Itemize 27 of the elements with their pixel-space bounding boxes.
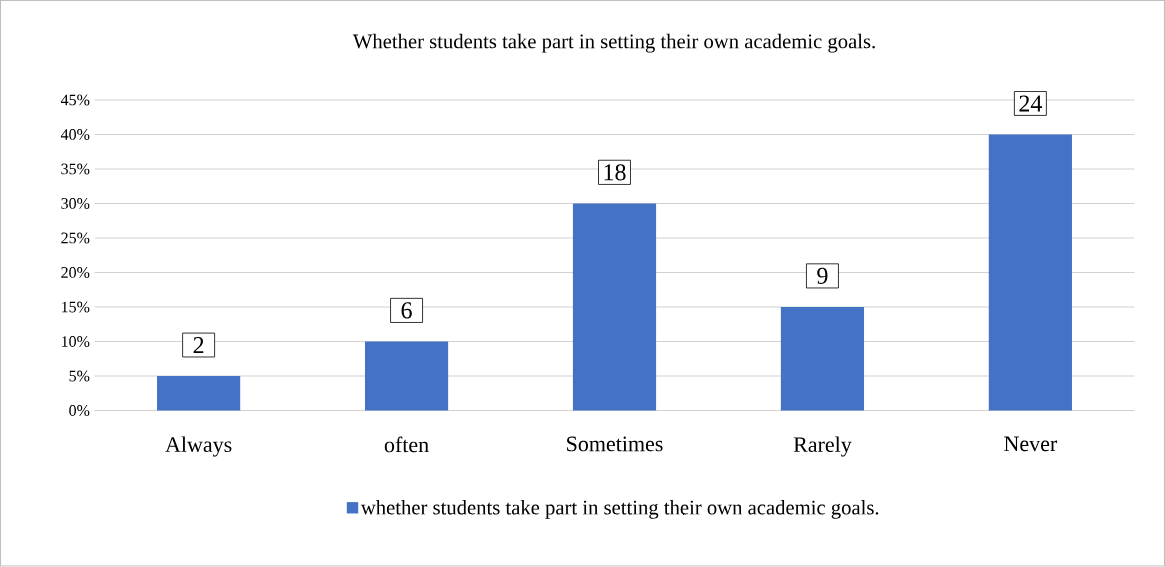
x-tick-label: Rarely [793,436,852,457]
annotation: 9 [817,268,828,285]
bar [572,203,657,411]
y-tick-label: 40% [60,129,90,141]
y-tick-label: 35% [61,163,90,175]
y-tick-label: 45% [60,94,90,106]
annotation: 18 [604,164,626,181]
x-tick-label: Never [1004,436,1058,452]
x-tick-label: Always [165,436,232,457]
bar [364,341,449,411]
y-tick-label: 0% [69,405,90,417]
annotation: 24 [1019,95,1043,112]
bar [988,134,1072,411]
y-tick-label: 30% [61,198,90,210]
x-tick-label: Sometimes [567,436,663,452]
y-tick-label: 10% [62,336,90,348]
y-tick-label: 20% [61,267,90,279]
bar [157,376,241,411]
x-tick-label: often [384,436,429,453]
y-tick-label: 15% [62,301,90,313]
chart-title: Whether students take part in setting their own academic goals. [352,34,875,53]
annotation: 2 [193,337,204,354]
y-tick-label: 5% [69,370,90,382]
bar [780,307,865,411]
legend-label: whether students take part in setting their own academic goals. [360,500,879,520]
y-tick-label: 25% [61,232,90,244]
annotation: 6 [401,302,412,319]
